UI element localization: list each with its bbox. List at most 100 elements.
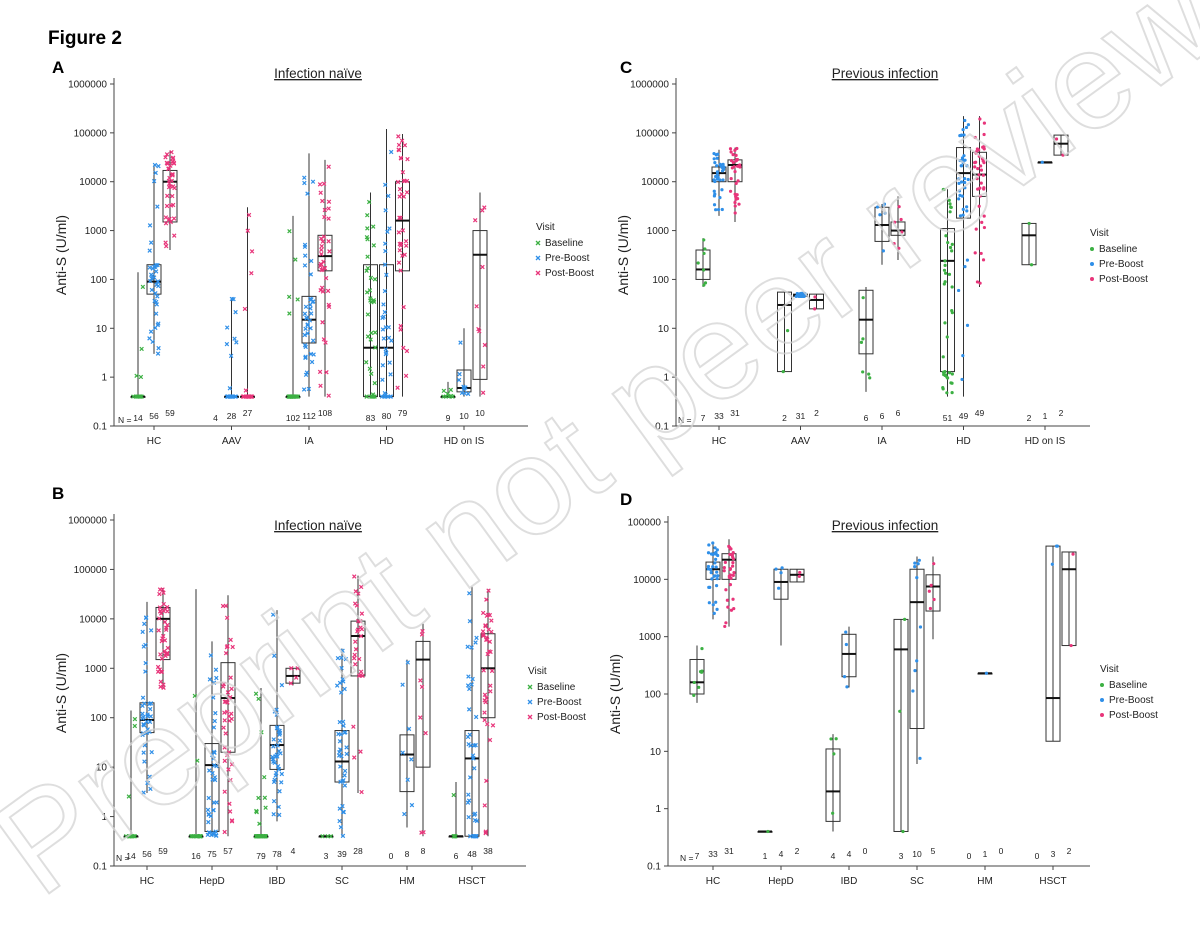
data-point [728, 552, 732, 557]
data-point [271, 744, 276, 749]
data-point [213, 710, 218, 716]
data-point [305, 331, 310, 336]
data-point [276, 767, 282, 772]
data-point [301, 387, 307, 392]
legend-marker [1100, 683, 1104, 687]
data-point [982, 214, 986, 218]
data-point [382, 262, 388, 267]
data-point [448, 387, 454, 393]
data-point [342, 773, 347, 778]
data-point [722, 165, 726, 169]
data-point [227, 385, 233, 391]
data-point [712, 611, 716, 615]
data-point [364, 268, 369, 273]
y-tick-label: 10000 [641, 177, 669, 188]
data-point [473, 714, 479, 720]
data-point [153, 170, 158, 176]
data-point [172, 233, 177, 238]
data-point [467, 686, 472, 692]
data-point [947, 371, 952, 375]
data-point [303, 354, 308, 359]
data-point [326, 199, 332, 204]
box [711, 166, 727, 183]
data-point [712, 194, 717, 198]
data-point [979, 181, 983, 185]
data-point [405, 777, 410, 782]
data-point [372, 330, 378, 335]
legend-title: Visit [1100, 664, 1119, 675]
data-point [358, 633, 364, 639]
data-point [420, 628, 425, 634]
data-point [353, 589, 359, 594]
n-count: 0 [389, 851, 394, 861]
data-point [383, 347, 388, 352]
data-point [367, 366, 373, 371]
data-point [727, 544, 731, 548]
data-point [129, 834, 134, 839]
data-point [286, 394, 292, 399]
data-point [465, 800, 471, 805]
data-point [945, 376, 950, 380]
data-point [706, 564, 711, 569]
data-point [319, 251, 324, 257]
n-count: 39 [337, 849, 347, 859]
n-count: 112 [302, 411, 316, 421]
data-point [207, 768, 212, 773]
data-point [965, 164, 969, 168]
data-point [225, 643, 230, 649]
data-point [351, 755, 357, 760]
data-point [974, 151, 978, 155]
data-point [170, 193, 175, 199]
data-point [322, 214, 327, 220]
data-point [381, 336, 387, 341]
data-point [148, 329, 154, 334]
data-point [965, 205, 969, 209]
data-point [730, 553, 734, 557]
data-point [319, 243, 324, 249]
data-point [306, 386, 312, 392]
data-point [308, 351, 314, 357]
data-point [123, 834, 129, 839]
data-point [141, 722, 146, 728]
data-point [287, 311, 292, 316]
data-point [396, 230, 402, 235]
data-point [459, 390, 465, 396]
data-point [143, 669, 148, 674]
data-point [399, 138, 405, 143]
data-point [398, 323, 403, 329]
n-count: 10 [475, 408, 485, 418]
data-point [318, 287, 323, 293]
data-point [224, 325, 230, 330]
data-point [468, 743, 473, 748]
data-point [148, 278, 153, 284]
data-point [780, 566, 784, 570]
x-tick-label: HC [140, 876, 154, 887]
n-count: 102 [286, 413, 300, 423]
box [1045, 545, 1061, 742]
n-count: 6 [864, 413, 869, 423]
data-point [918, 625, 923, 629]
data-point [844, 630, 848, 634]
data-point [733, 170, 737, 174]
box [204, 743, 220, 832]
data-point [305, 191, 310, 196]
data-point [474, 635, 479, 641]
data-point [262, 834, 267, 839]
data-point [295, 297, 300, 302]
data-point [737, 202, 741, 206]
n-count: 9 [446, 413, 451, 423]
y-tick-label: 10 [650, 747, 662, 758]
data-point [947, 272, 952, 276]
data-point [731, 564, 735, 568]
data-point [196, 834, 201, 839]
x-tick-label: IA [877, 436, 887, 447]
n-count: 2 [782, 413, 787, 423]
panel-letter-b: B [52, 484, 65, 503]
box [1053, 134, 1069, 156]
data-point [929, 583, 933, 587]
n-count: 0 [999, 846, 1004, 856]
data-point [326, 164, 331, 169]
legend-entry: Pre-Boost [545, 253, 590, 264]
data-point [277, 812, 282, 818]
data-point [197, 834, 202, 839]
